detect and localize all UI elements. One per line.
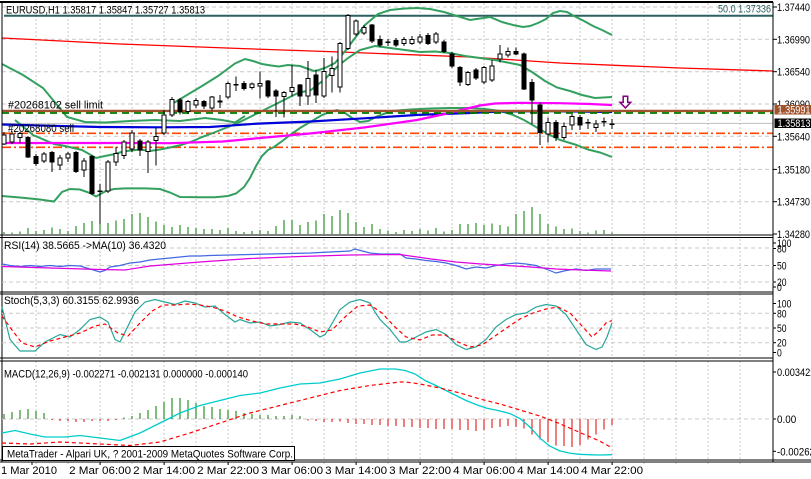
- svg-text:2 Mar 06:00: 2 Mar 06:00: [69, 465, 131, 477]
- svg-text:100: 100: [777, 238, 791, 250]
- svg-text:50: 50: [777, 323, 787, 335]
- svg-text:1.35813: 1.35813: [778, 118, 811, 130]
- svg-text:3 Mar 14:00: 3 Mar 14:00: [325, 465, 387, 477]
- svg-text:50.0 1.37336: 50.0 1.37336: [718, 4, 771, 16]
- svg-text:1.34730: 1.34730: [777, 197, 810, 209]
- svg-text:3 Mar 22:00: 3 Mar 22:00: [389, 465, 451, 477]
- svg-text:80: 80: [777, 244, 787, 256]
- svg-text:3 Mar 06:00: 3 Mar 06:00: [261, 465, 323, 477]
- svg-text:20: 20: [777, 338, 787, 350]
- svg-text:EURUSD,H1 1.35817 1.35847 1.3: EURUSD,H1 1.35817 1.35847 1.35727 1.3581…: [6, 5, 205, 17]
- svg-text:1.35640: 1.35640: [777, 131, 810, 143]
- svg-text:80: 80: [777, 308, 787, 320]
- svg-text:4 Mar 06:00: 4 Mar 06:00: [453, 465, 515, 477]
- svg-text:100: 100: [777, 299, 791, 311]
- svg-text:Stoch(5,3,3) 60.3155 62.9936: Stoch(5,3,3) 60.3155 62.9936: [4, 295, 139, 307]
- svg-text:4 Mar 22:00: 4 Mar 22:00: [581, 465, 643, 477]
- svg-text:2 Mar 14:00: 2 Mar 14:00: [133, 465, 195, 477]
- svg-text:0: 0: [777, 348, 782, 360]
- svg-text:RSI(14) 38.5665 ->MA(10) 36.4: RSI(14) 38.5665 ->MA(10) 36.4320: [4, 240, 166, 252]
- svg-text:1.35991: 1.35991: [778, 104, 811, 116]
- svg-text:MetaTrader - Alpari UK, ? 2001: MetaTrader - Alpari UK, ? 2001-2009 Meta…: [7, 449, 293, 461]
- svg-text:-0.002622: -0.002622: [777, 446, 811, 458]
- svg-text:1.37440: 1.37440: [777, 2, 810, 14]
- svg-text:1 Mar 2010: 1 Mar 2010: [1, 465, 57, 477]
- svg-text:0: 0: [777, 282, 782, 294]
- svg-text:1.36990: 1.36990: [777, 34, 810, 46]
- svg-text:50: 50: [777, 261, 787, 273]
- svg-text:1.34280: 1.34280: [777, 229, 810, 241]
- svg-text:0.003422: 0.003422: [777, 367, 811, 379]
- svg-text:2 Mar 22:00: 2 Mar 22:00: [197, 465, 259, 477]
- svg-text:1.36540: 1.36540: [777, 67, 810, 79]
- svg-text:4 Mar 14:00: 4 Mar 14:00: [517, 465, 579, 477]
- svg-text:#20268102 sell limit: #20268102 sell limit: [8, 100, 103, 112]
- svg-text:20: 20: [777, 277, 787, 289]
- svg-text:1.35180: 1.35180: [777, 164, 810, 176]
- svg-text:#20268080 sell: #20268080 sell: [8, 123, 74, 135]
- svg-text:MACD(12,26,9) -0.002271 -0.002: MACD(12,26,9) -0.002271 -0.002131 0.0000…: [4, 369, 248, 381]
- svg-text:0.00: 0.00: [777, 414, 796, 426]
